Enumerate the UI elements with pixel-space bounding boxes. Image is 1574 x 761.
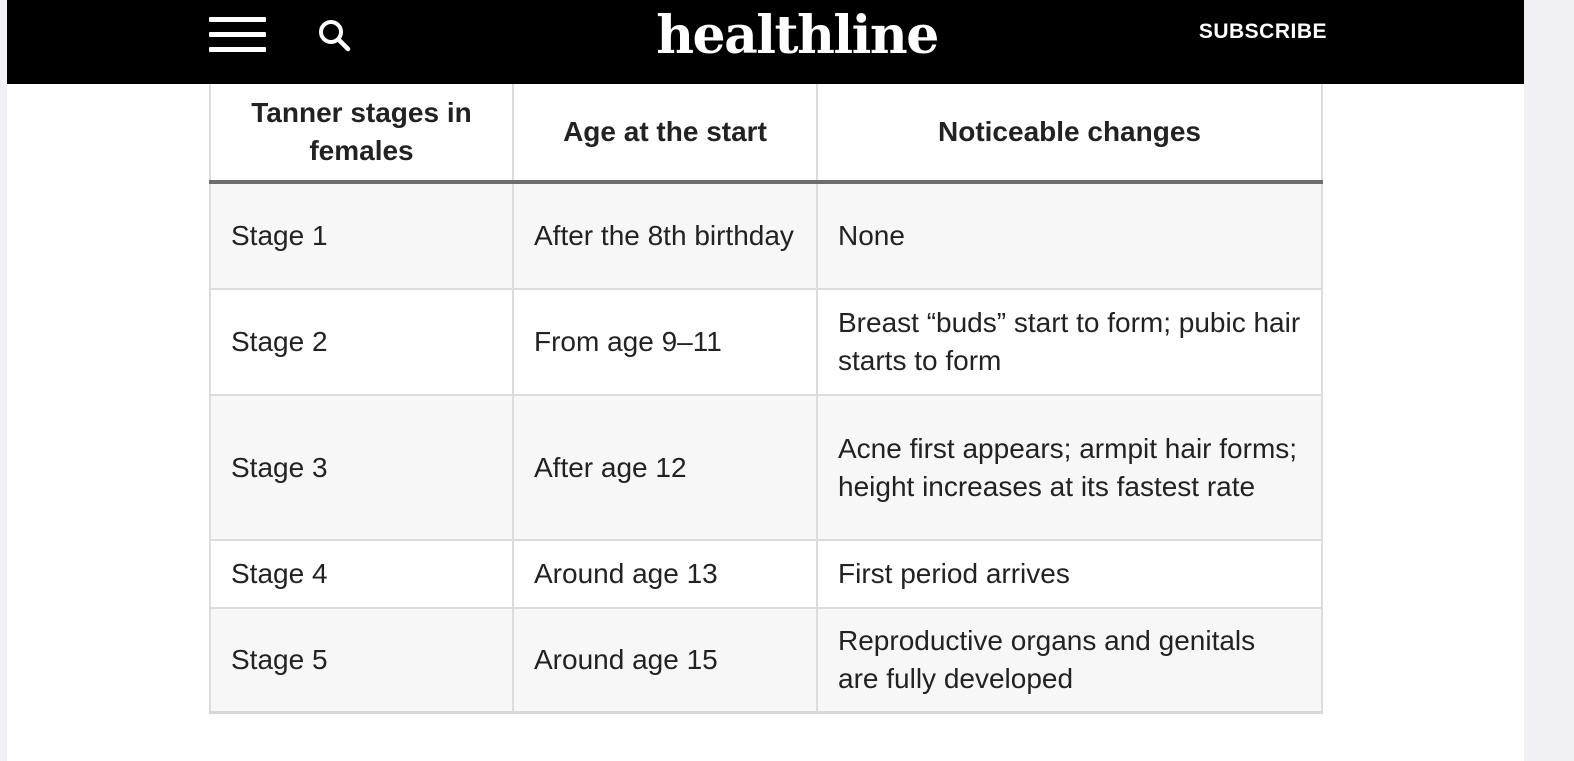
age-cell: After the 8th birthday: [512, 181, 818, 290]
age-cell: After age 12: [512, 394, 818, 541]
column-header-stage: Tanner stages in females: [209, 84, 514, 184]
table-row: Stage 4 Around age 13 First period arriv…: [209, 539, 1323, 609]
changes-cell: None: [816, 181, 1323, 290]
top-navigation-bar: healthline SUBSCRIBE: [7, 0, 1524, 84]
table-row: Stage 1 After the 8th birthday None: [209, 181, 1323, 290]
stage-cell: Stage 5: [209, 607, 514, 714]
age-cell: From age 9–11: [512, 288, 818, 396]
tanner-stages-table: Tanner stages in females Age at the star…: [209, 84, 1323, 714]
subscribe-button[interactable]: SUBSCRIBE: [1198, 20, 1327, 43]
tanner-stages-table-container: Tanner stages in females Age at the star…: [209, 84, 1323, 714]
table-row: Stage 3 After age 12 Acne first appears;…: [209, 394, 1323, 541]
table-header-row: Tanner stages in females Age at the star…: [209, 84, 1323, 184]
search-icon[interactable]: [315, 16, 355, 56]
hamburger-menu-icon[interactable]: [209, 17, 266, 53]
stage-cell: Stage 4: [209, 539, 514, 609]
table-row: Stage 5 Around age 15 Reproductive organ…: [209, 607, 1323, 714]
changes-cell: First period arrives: [816, 539, 1323, 609]
healthline-logo[interactable]: healthline: [656, 5, 939, 66]
changes-cell: Reproductive organs and genitals are ful…: [816, 607, 1323, 714]
age-cell: Around age 15: [512, 607, 818, 714]
table-row: Stage 2 From age 9–11 Breast “buds” star…: [209, 288, 1323, 396]
stage-cell: Stage 3: [209, 394, 514, 541]
age-cell: Around age 13: [512, 539, 818, 609]
left-page-margin: [0, 0, 7, 761]
changes-cell: Breast “buds” start to form; pubic hair …: [816, 288, 1323, 396]
stage-cell: Stage 1: [209, 181, 514, 290]
right-page-margin: [1524, 0, 1574, 761]
stage-cell: Stage 2: [209, 288, 514, 396]
column-header-changes: Noticeable changes: [816, 84, 1323, 184]
changes-cell: Acne first appears; armpit hair forms; h…: [816, 394, 1323, 541]
column-header-age: Age at the start: [512, 84, 818, 184]
